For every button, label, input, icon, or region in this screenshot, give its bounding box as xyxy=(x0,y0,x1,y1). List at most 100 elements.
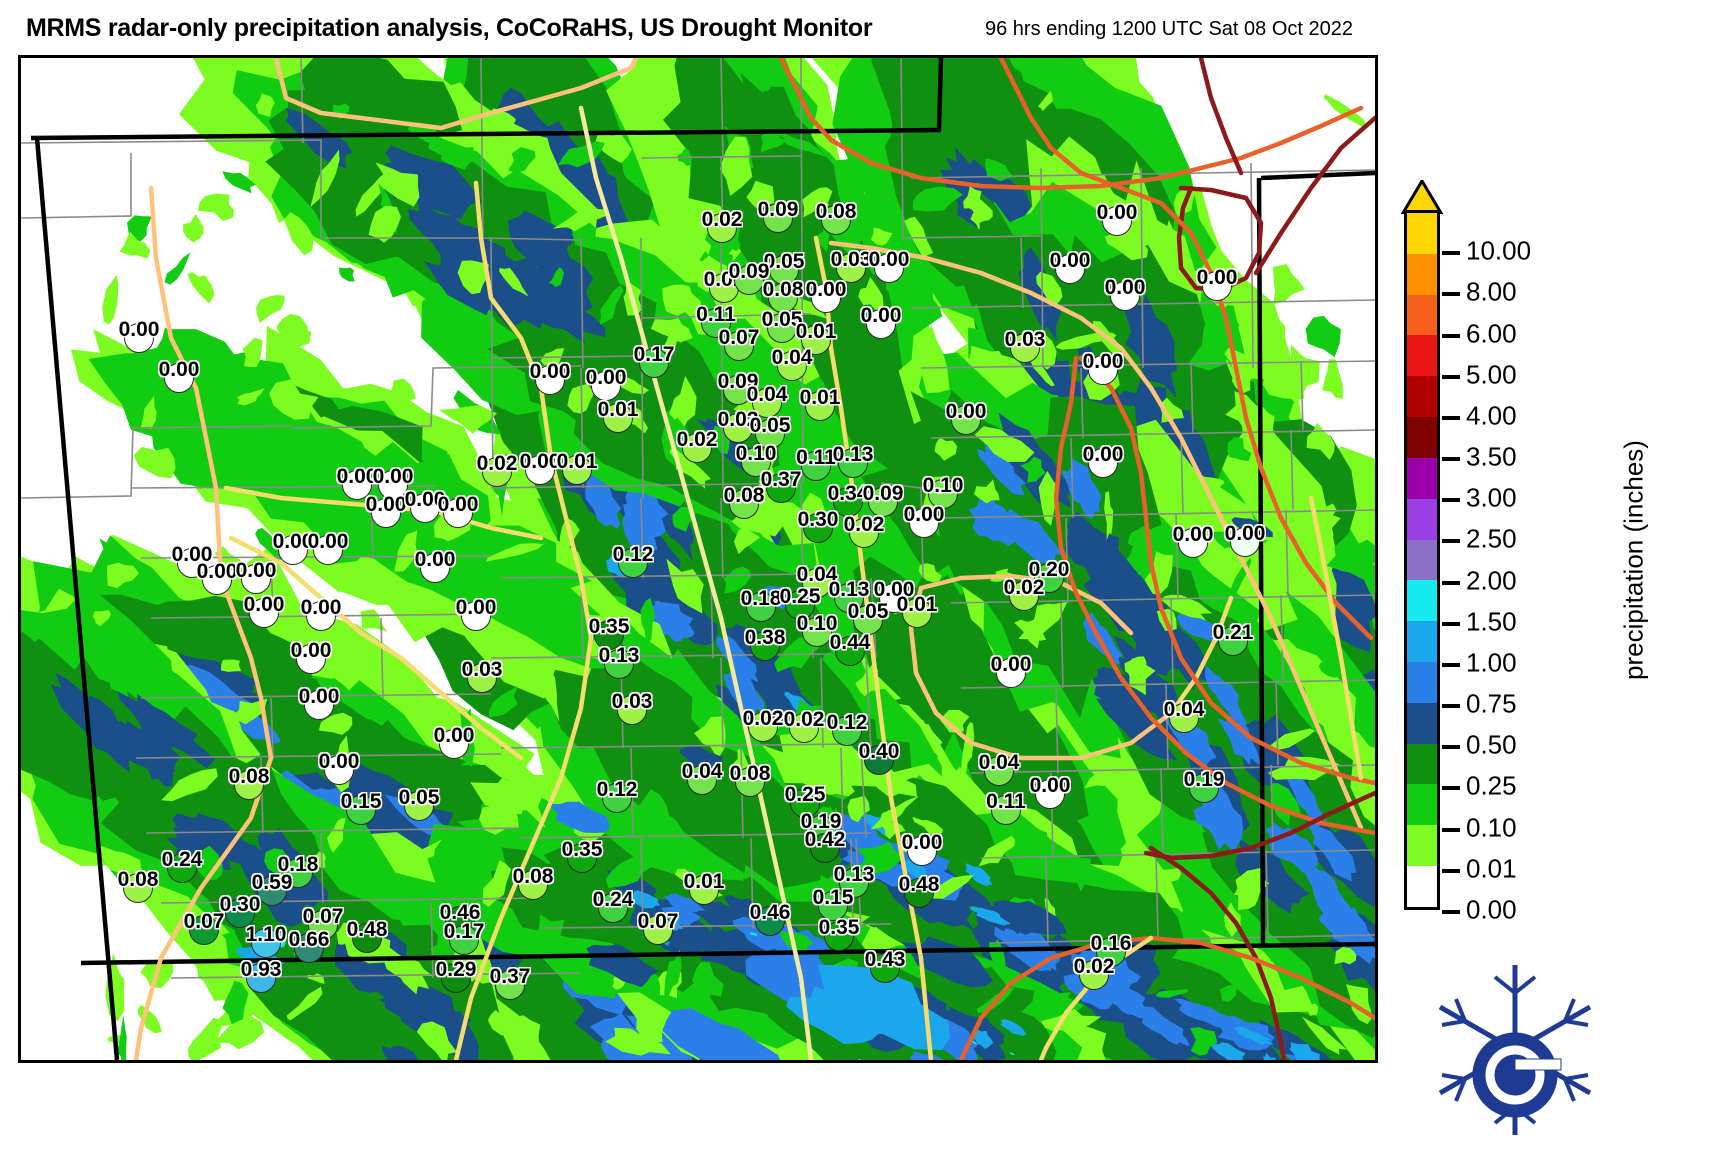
station-observation[interactable]: 0.00 xyxy=(861,304,901,341)
station-observation[interactable]: 0.43 xyxy=(865,948,905,985)
station-observation[interactable]: 0.12 xyxy=(597,778,637,815)
map-panel[interactable]: 0.00 0.00 0.02 0.09 0.08 0.05 0.03 0.00 0.00 0.00… xyxy=(18,55,1378,1063)
station-observation[interactable]: 0.00 xyxy=(119,318,159,355)
station-observation[interactable]: 0.59 xyxy=(252,871,292,908)
station-observation[interactable]: 0.29 xyxy=(436,958,476,995)
station-observation[interactable]: 0.46 xyxy=(750,901,790,938)
station-observation[interactable]: 0.02 xyxy=(1004,576,1044,613)
station-observation[interactable]: 0.09 xyxy=(863,482,903,519)
station-observation[interactable]: 0.00 xyxy=(902,831,942,868)
station-observation[interactable]: 0.05 xyxy=(399,786,439,823)
station-observation[interactable]: 0.03 xyxy=(612,690,652,727)
station-observation[interactable]: 0.30 xyxy=(798,508,838,545)
station-observation[interactable]: 0.00 xyxy=(874,578,914,615)
station-observation[interactable]: 0.04 xyxy=(682,760,722,797)
station-observation[interactable]: 0.19 xyxy=(1184,768,1224,805)
station-observation[interactable]: 0.00 xyxy=(1050,249,1090,286)
station-observation[interactable]: 0.08 xyxy=(118,868,158,905)
station-observation[interactable]: 0.24 xyxy=(162,848,202,885)
station-observation[interactable]: 0.48 xyxy=(347,918,387,955)
station-observation[interactable]: 0.25 xyxy=(780,585,820,622)
station-observation[interactable]: 0.00 xyxy=(1083,350,1123,387)
station-observation[interactable]: 0.02 xyxy=(844,513,884,550)
station-observation[interactable]: 0.00 xyxy=(172,543,212,580)
station-observation[interactable]: 0.07 xyxy=(719,326,759,363)
station-observation[interactable]: 0.11 xyxy=(696,303,736,340)
station-observation[interactable]: 0.17 xyxy=(444,920,484,957)
station-observation[interactable]: 0.13 xyxy=(833,443,873,480)
station-observation[interactable]: 0.00 xyxy=(1225,522,1265,559)
station-observation[interactable]: 0.17 xyxy=(634,343,674,380)
station-observation[interactable]: 0.08 xyxy=(816,200,856,237)
station-observation[interactable]: 0.05 xyxy=(848,600,888,637)
station-observation[interactable]: 0.02 xyxy=(743,707,783,744)
station-observation[interactable]: 0.20 xyxy=(1029,558,1069,595)
station-observation[interactable]: 0.00 xyxy=(415,548,455,585)
station-observation[interactable]: 0.04 xyxy=(747,383,787,420)
station-observation[interactable]: 0.00 xyxy=(244,593,284,630)
station-observation[interactable]: 0.02 xyxy=(1074,955,1114,992)
station-observation[interactable]: 0.00 xyxy=(1083,443,1123,480)
station-observation[interactable]: 0.05 xyxy=(750,414,790,451)
station-observation[interactable]: 0.00 xyxy=(1173,523,1213,560)
station-observation[interactable]: 0.02 xyxy=(477,452,517,489)
station-observation[interactable]: 0.00 xyxy=(299,685,339,722)
station-observation[interactable]: 0.02 xyxy=(784,708,824,745)
station-observation[interactable]: 0.02 xyxy=(677,428,717,465)
station-observation[interactable]: 0.12 xyxy=(827,711,867,748)
station-observation[interactable]: 0.00 xyxy=(869,248,909,285)
station-observation[interactable]: 0.00 xyxy=(946,400,986,437)
station-observation[interactable]: 0.48 xyxy=(899,873,939,910)
station-observation[interactable]: 0.25 xyxy=(785,783,825,820)
station-observation[interactable]: 0.00 xyxy=(1030,774,1070,811)
station-observation[interactable]: 0.07 xyxy=(184,910,224,947)
station-observation[interactable]: 0.15 xyxy=(813,886,853,923)
station-observation[interactable]: 0.01 xyxy=(598,398,638,435)
station-observation[interactable]: 0.09 xyxy=(729,260,769,297)
station-observation[interactable]: 0.00 xyxy=(405,488,445,525)
station-observation[interactable]: 0.00 xyxy=(236,559,276,596)
station-observation[interactable]: 0.04 xyxy=(1164,698,1204,735)
station-observation[interactable]: 0.03 xyxy=(462,658,502,695)
station-observation[interactable]: 0.08 xyxy=(730,762,770,799)
station-observation[interactable]: 0.00 xyxy=(1197,266,1237,303)
station-observation[interactable]: 0.37 xyxy=(490,965,530,1002)
station-observation[interactable]: 1.10 xyxy=(246,923,286,960)
station-observation[interactable]: 0.24 xyxy=(593,888,633,925)
station-observation[interactable]: 0.04 xyxy=(772,346,812,383)
station-observation[interactable]: 0.13 xyxy=(834,863,874,900)
station-observation[interactable]: 0.00 xyxy=(586,366,626,403)
station-observation[interactable]: 0.44 xyxy=(830,631,870,668)
station-observation[interactable]: 0.00 xyxy=(337,465,377,502)
station-observation[interactable]: 0.10 xyxy=(923,474,963,511)
station-observation[interactable]: 0.01 xyxy=(800,386,840,423)
station-observation[interactable]: 0.09 xyxy=(758,198,798,235)
station-observation[interactable]: 0.07 xyxy=(638,910,678,947)
station-observation[interactable]: 0.00 xyxy=(520,450,560,487)
station-observation[interactable]: 0.38 xyxy=(745,626,785,663)
station-observation[interactable]: 0.00 xyxy=(197,560,237,597)
station-observation[interactable]: 0.12 xyxy=(613,543,653,580)
station-observation[interactable]: 0.00 xyxy=(434,724,474,761)
station-observation[interactable]: 0.04 xyxy=(979,751,1019,788)
station-observation[interactable]: 0.35 xyxy=(562,838,602,875)
station-observation[interactable]: 0.00 xyxy=(308,530,348,567)
station-observation[interactable]: 0.00 xyxy=(1097,201,1137,238)
station-observation[interactable]: 0.42 xyxy=(805,828,845,865)
station-observation[interactable]: 0.35 xyxy=(819,916,859,953)
station-observation[interactable]: 0.08 xyxy=(229,765,269,802)
station-observation[interactable]: 0.18 xyxy=(278,853,318,890)
station-observation[interactable]: 0.10 xyxy=(797,612,837,649)
station-observation[interactable]: 0.66 xyxy=(289,928,329,965)
station-observation[interactable]: 0.13 xyxy=(599,644,639,681)
station-observation[interactable]: 0.18 xyxy=(741,587,781,624)
station-observation[interactable]: 0.00 xyxy=(530,360,570,397)
colorbar[interactable] xyxy=(1400,180,1460,920)
station-observation[interactable]: 0.00 xyxy=(291,639,331,676)
station-observation[interactable]: 0.01 xyxy=(796,320,836,357)
station-observation[interactable]: 0.04 xyxy=(797,563,837,600)
station-observation[interactable]: 0.09 xyxy=(718,370,758,407)
station-observation[interactable]: 0.00 xyxy=(159,358,199,395)
station-observation[interactable]: 0.01 xyxy=(897,593,937,630)
station-observation[interactable]: 0.93 xyxy=(241,958,281,995)
